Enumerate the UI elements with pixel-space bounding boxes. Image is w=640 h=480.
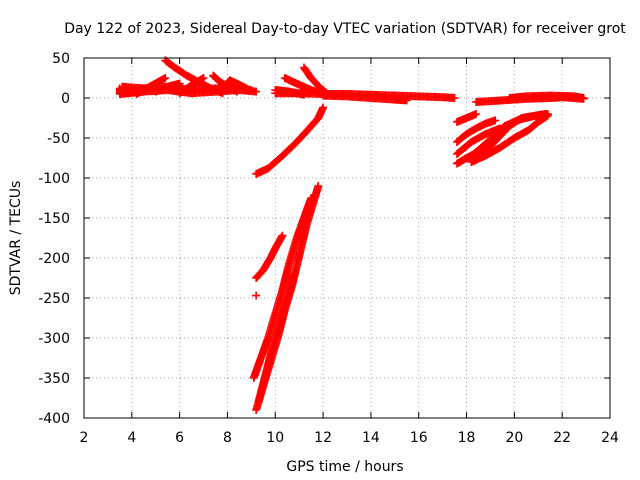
y-tick-label: 0 bbox=[61, 91, 70, 107]
y-tick-labels: -400 -350 -300 -250 -200 -150 -100 -50 0 50 bbox=[38, 51, 70, 427]
point-arc-10c bbox=[299, 90, 308, 99]
y-tick-label: -250 bbox=[38, 291, 70, 307]
point-band-mid bbox=[450, 94, 459, 102]
point-arc-7 bbox=[199, 74, 208, 82]
x-tick-label: 24 bbox=[601, 430, 619, 446]
x-tick-label: 18 bbox=[458, 430, 476, 446]
point-arc-7b bbox=[233, 87, 242, 96]
x-tick-label: 14 bbox=[362, 430, 380, 446]
x-tick-label: 2 bbox=[80, 430, 89, 446]
y-tick-label: -350 bbox=[38, 371, 70, 387]
y-tick-label: 50 bbox=[52, 51, 70, 67]
point-outlier bbox=[252, 291, 261, 300]
point-band-mid-lower bbox=[402, 96, 411, 105]
data-points bbox=[115, 56, 588, 414]
point-arc-5 bbox=[161, 74, 170, 82]
x-tick-label: 22 bbox=[553, 430, 571, 446]
y-tick-label: -150 bbox=[38, 211, 70, 227]
point-arc-9-deep3 bbox=[290, 270, 299, 278]
y-tick-label: -300 bbox=[38, 331, 70, 347]
y-tick-label: -100 bbox=[38, 171, 70, 187]
point-band-late-upper bbox=[579, 94, 588, 102]
x-tick-label: 10 bbox=[266, 430, 284, 446]
point-arc-9-deep2 bbox=[307, 194, 316, 202]
y-tick-label: -400 bbox=[38, 411, 70, 427]
x-tick-label: 8 bbox=[223, 430, 232, 446]
chart-title: Day 122 of 2023, Sidereal Day-to-day VTE… bbox=[64, 21, 626, 37]
point-band-early bbox=[252, 87, 261, 96]
x-tick-label: 6 bbox=[175, 430, 184, 446]
x-tick-labels: 2 4 6 8 10 12 14 16 18 20 22 24 bbox=[80, 430, 619, 446]
axis-ticks bbox=[83, 57, 611, 419]
point-arc-9-deep bbox=[314, 182, 323, 190]
point-arc-17 bbox=[472, 110, 481, 118]
y-axis-label: SDTVAR / TECUs bbox=[8, 181, 24, 296]
point-arc-18a bbox=[491, 116, 500, 125]
x-tick-label: 12 bbox=[314, 430, 332, 446]
point-arc-9-rise bbox=[319, 103, 328, 112]
point-arc-18e bbox=[541, 110, 550, 118]
plot-frame bbox=[83, 57, 611, 419]
x-axis-label: GPS time / hours bbox=[286, 459, 403, 475]
point-arc-9-upper bbox=[278, 231, 287, 240]
y-tick-label: -200 bbox=[38, 251, 70, 267]
point-arc-8 bbox=[242, 84, 251, 93]
point-arc-11 bbox=[322, 89, 331, 98]
x-tick-label: 20 bbox=[505, 430, 523, 446]
y-tick-label: -50 bbox=[47, 131, 70, 147]
point-band-early-upper bbox=[247, 86, 256, 94]
point-arc-6 bbox=[175, 79, 184, 88]
point-arc-11 bbox=[323, 90, 332, 98]
x-tick-label: 4 bbox=[127, 430, 136, 446]
grid-lines bbox=[84, 58, 610, 418]
x-tick-label: 16 bbox=[410, 430, 428, 446]
